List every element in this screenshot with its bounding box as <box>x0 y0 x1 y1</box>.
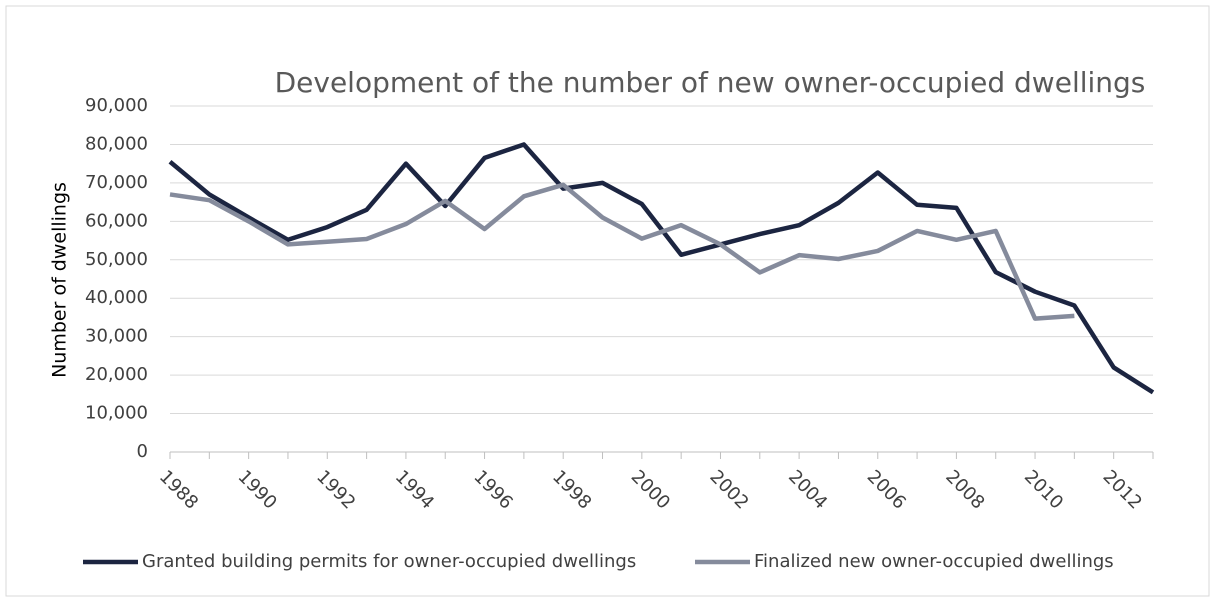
y-tick-label: 70,000 <box>85 172 148 193</box>
chart-title: Development of the number of new owner-o… <box>275 66 1146 99</box>
series-line <box>169 182 1075 321</box>
x-tick-label: 1994 <box>391 466 438 513</box>
x-tick-label: 2000 <box>627 466 674 513</box>
x-tick-label: 2002 <box>705 466 752 513</box>
x-tick-label: 1996 <box>469 466 516 513</box>
legend-label: Finalized new owner-occupied dwellings <box>754 551 1114 572</box>
x-tick-label: 2006 <box>863 466 910 513</box>
y-axis-label: Number of dwellings <box>49 182 71 378</box>
y-tick-label: 40,000 <box>85 287 148 308</box>
y-tick-label: 60,000 <box>85 210 148 231</box>
y-tick-label: 50,000 <box>85 249 148 270</box>
x-tick-label: 2012 <box>1099 466 1146 513</box>
y-tick-label: 10,000 <box>85 403 148 424</box>
x-tick-label: 2004 <box>784 466 831 513</box>
y-tick-label: 20,000 <box>85 364 148 385</box>
y-tick-label: 80,000 <box>85 133 148 154</box>
y-tick-label: 90,000 <box>85 95 148 116</box>
x-tick-label: 1988 <box>155 466 202 513</box>
legend-label: Granted building permits for owner-occup… <box>142 551 636 572</box>
x-tick-label: 1992 <box>312 466 359 513</box>
x-tick-label: 1990 <box>234 466 281 513</box>
y-tick-label: 30,000 <box>85 326 148 347</box>
x-tick-label: 2008 <box>941 466 988 513</box>
chart-frame <box>5 5 1210 597</box>
series-line <box>168 142 1155 395</box>
y-tick-label: 0 <box>137 441 148 462</box>
x-tick-label: 2010 <box>1020 466 1067 513</box>
x-tick-label: 1998 <box>548 466 595 513</box>
